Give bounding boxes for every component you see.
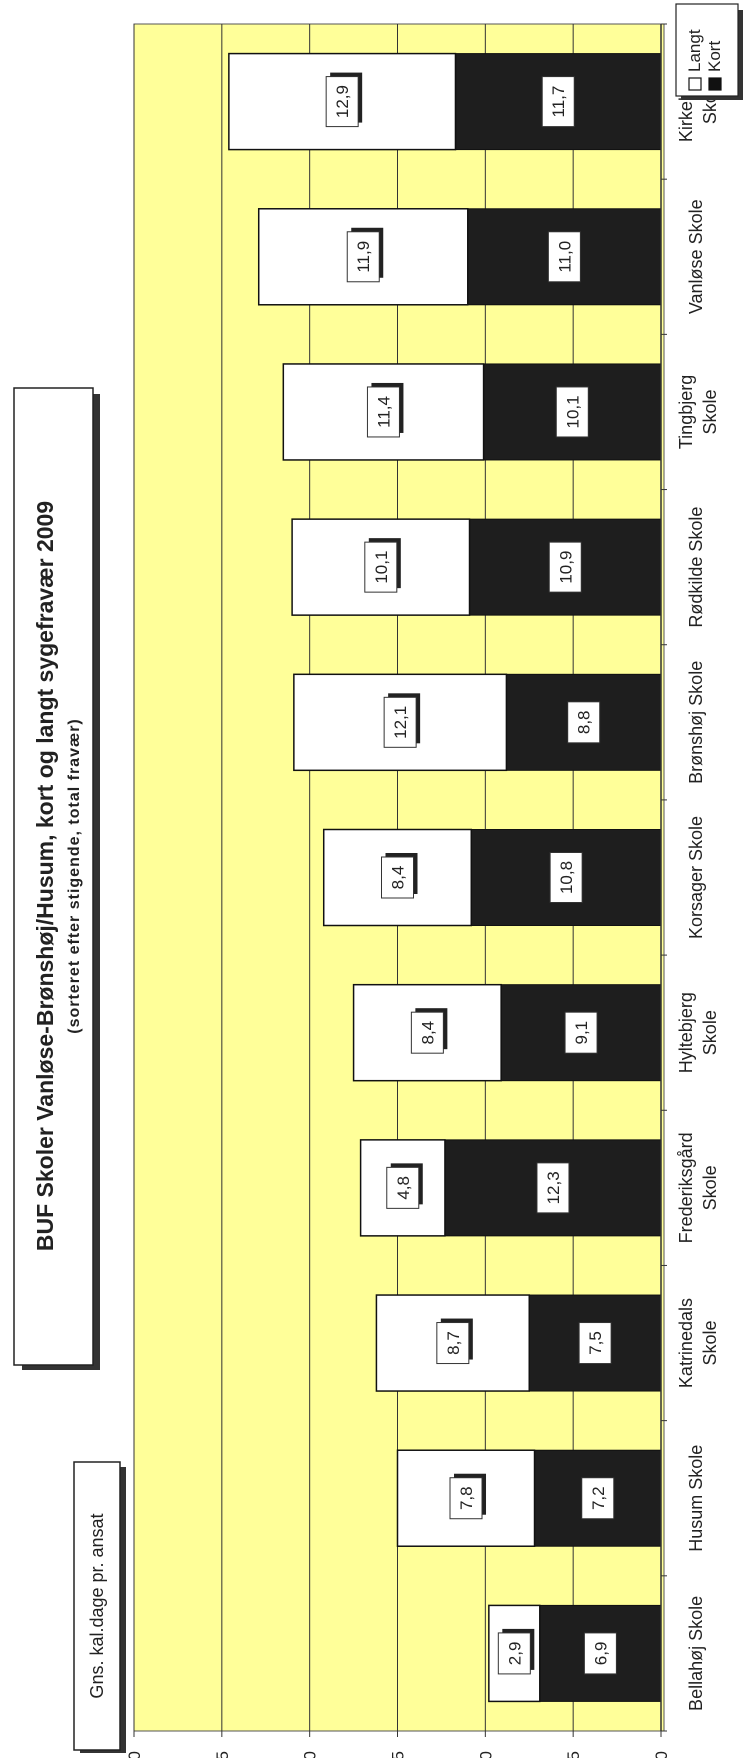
data-label-kort: 9,1 [572, 1021, 591, 1045]
category-label: Bellahøj Skole [686, 1596, 706, 1711]
data-label-kort: 7,5 [586, 1331, 605, 1355]
data-label-kort-box [583, 1632, 617, 1675]
data-label-kort-box [541, 76, 575, 128]
data-label-kort-box [555, 386, 589, 438]
data-label-langt: 12,1 [391, 706, 410, 739]
data-label-langt-box [366, 386, 400, 438]
tick-label: 5 [564, 1751, 583, 1758]
data-label-langt: 12,9 [333, 85, 352, 118]
data-label-kort-box [536, 1162, 570, 1214]
data-label-kort: 10,9 [556, 551, 575, 584]
category-label: Vanløse Skole [686, 199, 706, 314]
data-label-langt-box [383, 696, 417, 748]
data-label-langt-box [364, 541, 398, 593]
tick-label: 0 [652, 1751, 671, 1758]
chart-title: BUF Skoler Vanløse-Brønshøj/Husum, kort … [32, 501, 58, 1251]
tick-label: 10 [476, 1751, 495, 1758]
data-label-kort-box [567, 701, 601, 744]
data-label-kort: 8,8 [575, 710, 594, 734]
data-label-langt-box [346, 231, 380, 283]
data-label-kort: 12,3 [544, 1171, 563, 1204]
gridlines [133, 24, 574, 1731]
data-label-langt-box [497, 1632, 531, 1675]
data-label-kort-box [564, 1011, 598, 1054]
data-label-langt: 2,9 [505, 1642, 524, 1666]
tick-label: 20 [301, 1751, 320, 1758]
tick-label: 25 [213, 1751, 232, 1758]
legend-label-kort: Kort [705, 41, 724, 72]
title-box: BUF Skoler Vanløse-Brønshøj/Husum, kort … [13, 387, 100, 1370]
axis-label-box: Gns. kal.dage pr. ansat [73, 1461, 126, 1753]
data-label-langt: 11,4 [374, 396, 393, 428]
category-label: Korsager Skole [686, 816, 706, 939]
category-label: Rødkilde Skole [686, 507, 706, 628]
tick-label: 30 [125, 1751, 144, 1758]
category-label: Tingbjerg Skole [676, 375, 720, 449]
value-axis: 0 5 10 15 20 25 30 [125, 24, 671, 1758]
tick-label: 15 [389, 1751, 408, 1758]
data-label-langt: 10,1 [372, 551, 391, 584]
data-labels: 6,9 2,9 7,2 7,8 7,5 8,7 12,3 4,8 9,1 8,4 10,8 8,4 8,… [325, 72, 617, 1675]
category-axis: Bellahøj Skole Husum Skole Katrinedals Skol… [661, 23, 720, 1732]
data-label-langt: 11,9 [354, 241, 373, 273]
data-label-kort-box [549, 852, 583, 903]
data-label-langt-box [410, 1011, 444, 1054]
data-label-langt: 7,8 [457, 1486, 476, 1510]
data-label-langt-box [386, 1166, 420, 1209]
category-label: Frederiksgård Skole [676, 1132, 720, 1243]
data-label-kort-box [548, 541, 582, 593]
data-label-kort: 11,0 [555, 241, 574, 273]
category-label: Husum Skole [686, 1445, 706, 1552]
data-label-kort-box [547, 231, 581, 283]
data-label-kort-box [578, 1322, 612, 1365]
legend: Langt Kort [675, 3, 743, 100]
category-label: Hyltebjerg Skole [676, 992, 720, 1073]
data-label-langt-box [325, 76, 359, 128]
data-label-langt: 8,4 [418, 1021, 437, 1045]
data-label-kort: 10,1 [563, 395, 582, 428]
data-label-langt-box [381, 856, 414, 899]
category-label: Brønshøj Skole [686, 661, 706, 784]
data-label-kort: 7,2 [589, 1486, 608, 1510]
data-label-langt-box [449, 1477, 483, 1520]
category-label: Katrinedals Skole [676, 1298, 720, 1388]
data-label-kort: 10,8 [557, 861, 576, 894]
legend-label-langt: Langt [685, 29, 704, 72]
y-axis-label: Gns. kal.dage pr. ansat [87, 1513, 107, 1698]
data-label-langt: 4,8 [394, 1176, 413, 1200]
data-label-langt: 8,7 [444, 1331, 463, 1355]
data-label-kort: 11,7 [549, 86, 568, 118]
data-label-kort-box [581, 1477, 615, 1520]
data-label-langt-box [436, 1322, 470, 1365]
chart-subtitle: (sorteret efter stigende, total fravær) [66, 718, 83, 1034]
data-label-langt: 8,4 [389, 866, 408, 890]
bar-langt [282, 363, 485, 461]
legend-item-langt: Langt [685, 29, 704, 91]
data-label-kort: 6,9 [591, 1642, 610, 1666]
legend-item-kort: Kort [705, 41, 724, 91]
